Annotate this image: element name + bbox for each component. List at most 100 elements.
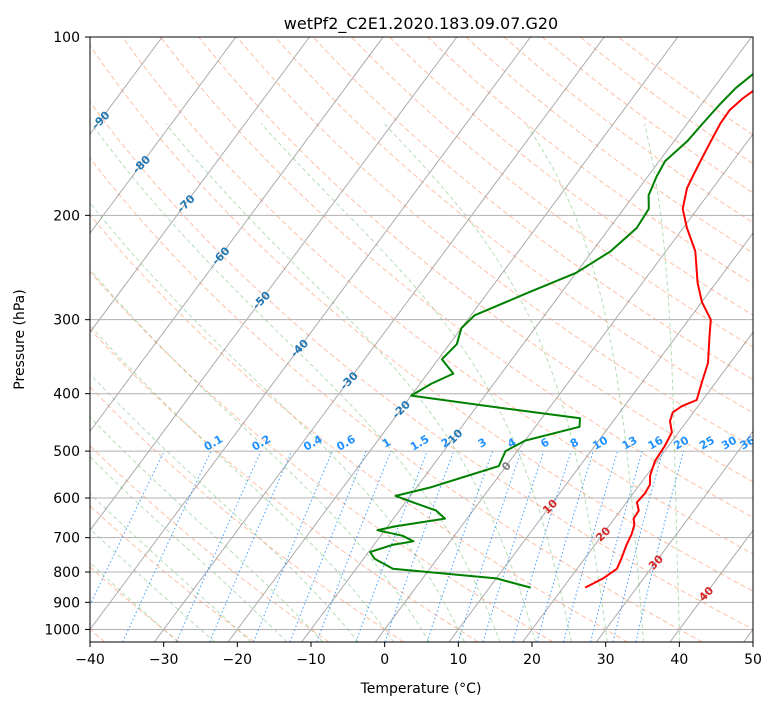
dry-adiabat: [160, 37, 753, 518]
x-axis-title: Temperature (°C): [360, 681, 482, 697]
isotherm-line: [90, 37, 531, 631]
x-tick-label: −10: [296, 652, 326, 668]
isotherm-line: [301, 37, 752, 642]
isotherm-line: [90, 37, 458, 532]
mixing-ratio-label: 8: [568, 436, 581, 451]
mixing-ratio-label: 36: [738, 433, 758, 452]
x-tick-label: 0: [380, 652, 389, 668]
isotherm-line: [90, 37, 384, 433]
mixing-ratio-line: [426, 450, 494, 642]
y-tick-label: 800: [53, 565, 80, 581]
mixing-ratio-line: [612, 450, 664, 642]
dry-adiabat: [90, 157, 703, 642]
dry-adiabat: [90, 214, 628, 642]
temperature-trace: [584, 89, 753, 589]
dewpoint-trace: [369, 72, 753, 589]
mixing-ratio-label: 10: [590, 433, 610, 452]
mixing-ratio-label: 3: [476, 436, 489, 451]
isotherm-line: [90, 37, 310, 334]
isotherm-line: [743, 628, 753, 642]
moist-adiabat: [90, 373, 359, 642]
moist-adiabat: [383, 123, 608, 642]
x-tick-label: 10: [449, 652, 467, 668]
x-tick-label: −30: [149, 652, 179, 668]
y-tick-label: 700: [53, 531, 80, 547]
x-tick-label: −20: [223, 652, 253, 668]
dry-adiabat: [350, 37, 753, 348]
dry-adiabat: [618, 37, 753, 136]
y-axis-ticks: 1000 900 800 700 600 500 400 300 200 100: [44, 30, 90, 638]
sounding-traces: [369, 72, 753, 589]
isotherm-line: [374, 133, 753, 642]
dry-adiabat: [236, 37, 753, 448]
dry-adiabat: [198, 37, 753, 483]
mixing-ratio-line: [512, 450, 572, 642]
y-tick-label: 300: [53, 313, 80, 329]
y-tick-label: 600: [53, 491, 80, 507]
mixing-ratio-label: 1.5: [408, 433, 431, 454]
dry-adiabat: [90, 328, 479, 642]
dry-adiabat: [312, 37, 753, 381]
isotherm-label: -80: [130, 153, 153, 176]
dry-adiabat: [274, 37, 753, 414]
mixing-ratio-line: [563, 450, 619, 642]
moist-adiabat: [90, 202, 465, 642]
x-tick-label: 30: [597, 652, 615, 668]
dry-adiabat: [90, 445, 330, 642]
mixing-ratio-label: 30: [719, 433, 739, 452]
y-tick-label: 200: [53, 208, 80, 224]
isotherm-label: 30: [646, 552, 666, 572]
x-tick-label: 20: [523, 652, 541, 668]
mixing-ratio-line: [384, 450, 455, 642]
y-axis-title: Pressure (hPa): [12, 289, 28, 389]
mixing-ratio-line: [316, 450, 392, 642]
isotherm-label: 20: [593, 524, 613, 544]
moist-adiabat: [260, 123, 572, 642]
x-tick-label: 40: [670, 652, 688, 668]
isotherm-line: [448, 232, 753, 642]
dry-adiabat: [503, 37, 753, 224]
mixing-ratio-line: [482, 450, 545, 642]
mixing-ratio-line: [590, 450, 643, 642]
dry-adiabat: [90, 101, 753, 630]
x-tick-label: −40: [75, 652, 105, 668]
isotherm-label: -60: [209, 244, 232, 267]
isotherm-label: 40: [696, 584, 716, 604]
mixing-ratio-line: [457, 450, 522, 642]
y-tick-label: 100: [53, 30, 80, 46]
mixing-ratio-label: 0.2: [250, 433, 273, 454]
dry-adiabat: [427, 37, 753, 285]
dry-adiabat: [389, 37, 753, 316]
moist-adiabat: [90, 416, 324, 642]
isotherm-label: -50: [250, 289, 273, 312]
dry-adiabat: [90, 44, 753, 592]
isotherm-line: [669, 529, 753, 642]
plot-frame: [89, 36, 754, 643]
dry-adiabat: [90, 505, 255, 642]
moist-adiabat: [90, 455, 288, 642]
y-tick-label: 500: [53, 444, 80, 460]
isotherm-line: [595, 430, 753, 642]
dry-adiabat: [90, 270, 554, 642]
isotherm-label: -100: [46, 61, 75, 90]
mixing-ratio-line: [90, 450, 165, 607]
mixing-ratio-line: [635, 450, 684, 642]
y-tick-label: 400: [53, 387, 80, 403]
dry-adiabat: [541, 37, 753, 194]
mixing-ratio-line: [536, 450, 594, 642]
chart-title: wetPf2_C2E1.2020.183.09.07.G20: [284, 14, 558, 34]
isotherm-label: -40: [288, 337, 311, 360]
dry-adiabat: [579, 37, 753, 165]
isotherm-label: 10: [540, 497, 560, 517]
y-tick-label: 900: [53, 595, 80, 611]
mixing-ratio-line: [355, 450, 428, 642]
mixing-ratio-label: 25: [697, 434, 717, 453]
mixing-ratio-line: [252, 450, 333, 642]
isotherm-line: [522, 331, 753, 642]
moist-adiabat: [165, 123, 537, 642]
mixing-ratio-label: 0.1: [202, 433, 225, 454]
isotherm-line: [90, 37, 237, 234]
dry-adiabat: [90, 566, 180, 642]
isotherm-label: -30: [338, 369, 361, 392]
